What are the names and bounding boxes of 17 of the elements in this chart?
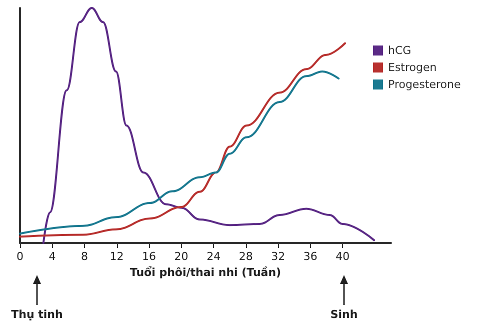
text: Thụ tinh xyxy=(10,308,64,321)
x-tick-label: 0 xyxy=(16,250,24,263)
x-tick-label: 36 xyxy=(303,250,318,263)
x-tick-label: 4 xyxy=(48,250,56,263)
x-tick-label: 24 xyxy=(206,250,221,263)
x-tick-label: 20 xyxy=(174,250,188,263)
x-tick-label: 28 xyxy=(238,250,253,263)
x-axis-title: Tuổi phôi/thai nhi (Tuần) xyxy=(130,265,282,279)
legend-label: Estrogen xyxy=(388,61,437,74)
text: Sinh xyxy=(329,308,359,321)
x-tick-label: 40 xyxy=(336,250,350,263)
legend-label: hCG xyxy=(388,44,412,57)
x-tick-label: 16 xyxy=(142,250,156,263)
legend-label: Progesterone xyxy=(388,78,461,91)
x-tick-label: 32 xyxy=(271,250,286,263)
x-tick-label: 12 xyxy=(110,250,124,263)
x-tick-label: 8 xyxy=(81,250,88,263)
